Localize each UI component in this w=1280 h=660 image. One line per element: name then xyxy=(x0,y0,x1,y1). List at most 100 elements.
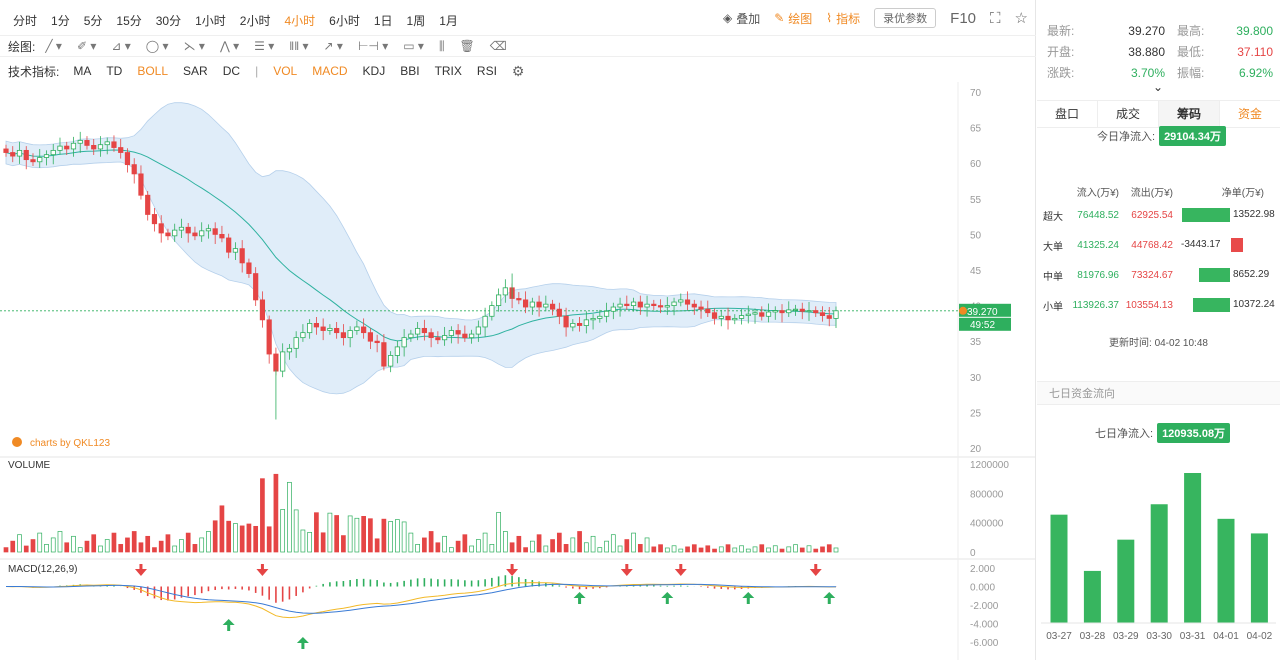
star-icon[interactable]: ☆ xyxy=(1014,10,1028,27)
indicator-vol[interactable]: VOL xyxy=(273,64,298,78)
timeframe-9[interactable]: 1日 xyxy=(373,13,393,28)
amplitude-label: 振幅: xyxy=(1177,66,1205,80)
f10-button[interactable]: F10 xyxy=(950,9,977,27)
pen-tool-icon[interactable]: ✐ ▾ xyxy=(76,39,97,53)
line-tool-icon[interactable]: ╱ ▾ xyxy=(45,39,62,53)
volume-bar xyxy=(104,539,110,553)
price-chart[interactable]: 7065605550454035302520120000080000040000… xyxy=(0,82,1036,660)
timeframe-3[interactable]: 15分 xyxy=(116,13,142,28)
row-name: 超大 xyxy=(1043,211,1063,223)
candle-body xyxy=(151,214,158,225)
sell-arrow-icon xyxy=(134,564,147,576)
timeframe-2[interactable]: 5分 xyxy=(83,13,103,28)
indicator-rsi[interactable]: RSI xyxy=(476,64,497,78)
tab-funds[interactable]: 资金 xyxy=(1237,107,1262,121)
indicator-settings-icon[interactable]: ⚙ xyxy=(511,62,525,79)
eraser-icon[interactable]: ⌫ xyxy=(489,39,507,53)
fib-tool-icon[interactable]: ☰ ▾ xyxy=(254,39,275,53)
indicator-td[interactable]: TD xyxy=(106,64,123,78)
volume-bar xyxy=(422,537,427,553)
timeframe-6[interactable]: 2小时 xyxy=(239,13,271,28)
volume-bar xyxy=(759,544,765,553)
candle-body xyxy=(293,337,299,349)
candle-body xyxy=(37,157,43,163)
measure-tool-icon[interactable]: ⊢⊣ ▾ xyxy=(357,39,389,53)
volume-bar xyxy=(428,531,434,553)
tab-chips[interactable]: 筹码 xyxy=(1159,101,1220,127)
chevron-down-icon[interactable]: ⌄ xyxy=(1153,80,1164,94)
volume-bar xyxy=(280,509,286,553)
volume-bar xyxy=(273,473,279,553)
volume-bar xyxy=(354,517,360,553)
candle-body xyxy=(172,229,178,237)
toolbar-right: ◈ 叠加 ✎ 绘图 ⌇ 指标 录优参数 F10 ⛶ ☆ xyxy=(723,8,1028,28)
candle-body xyxy=(448,330,454,336)
timeframe-1[interactable]: 1分 xyxy=(51,13,70,28)
volume-bar xyxy=(125,537,130,553)
volume-bar xyxy=(64,542,70,553)
drawing-label: 绘图: xyxy=(8,39,36,54)
text-tool-icon[interactable]: ▭ ▾ xyxy=(403,39,424,53)
low-value: 37.110 xyxy=(1237,44,1273,59)
candle-body xyxy=(799,308,805,312)
ray-tool-icon[interactable]: ⊿ ▾ xyxy=(111,39,131,53)
indicator-kdj[interactable]: KDJ xyxy=(362,64,386,78)
pattern-tool-icon[interactable]: ⋀ ▾ xyxy=(219,39,240,53)
indicator-trix[interactable]: TRIX xyxy=(434,64,462,78)
candle-body xyxy=(16,149,23,157)
price-tick: 30 xyxy=(970,373,982,384)
volume-bar xyxy=(799,547,805,553)
timeframe-0[interactable]: 分时 xyxy=(13,13,38,28)
layers-icon: ◈ xyxy=(722,11,733,25)
indicator-macd[interactable]: MACD xyxy=(312,64,348,78)
indicator-bbi[interactable]: BBI xyxy=(400,64,420,78)
timeframe-8[interactable]: 6小时 xyxy=(329,13,360,28)
timeframe-4[interactable]: 30分 xyxy=(155,13,182,28)
fork-tool-icon[interactable]: ⋋ ▾ xyxy=(183,39,205,53)
candle-body xyxy=(64,145,70,150)
fullscreen-icon[interactable]: ⛶ xyxy=(990,9,1001,27)
candle-body xyxy=(536,301,542,308)
indicator-toolbar: 技术指标: MA TD BOLL SAR DC | VOL MACD KDJ BBI TRIX R… xyxy=(0,60,1036,82)
indicator-row-label: 技术指标: xyxy=(8,64,60,79)
timeframe-10[interactable]: 1周 xyxy=(406,13,426,28)
row-inflow: 81976.96 xyxy=(1077,269,1119,281)
timeframe-7[interactable]: 4小时 xyxy=(284,13,316,28)
draw-button[interactable]: ✎ 绘图 xyxy=(774,10,812,27)
candle-body xyxy=(192,232,198,237)
settings-button[interactable]: 录优参数 xyxy=(874,8,937,28)
indicator-ma[interactable]: MA xyxy=(73,64,92,78)
candle-body xyxy=(266,319,272,355)
volume-bar xyxy=(469,545,474,553)
volume-bar xyxy=(71,535,76,553)
macd-dea-line xyxy=(6,583,837,614)
bars-tool-icon[interactable]: ⫼ xyxy=(438,38,445,53)
moneyflow-row: 超大 76448.52 62925.54 13522.98 xyxy=(1037,200,1280,230)
volume-bar xyxy=(820,546,825,553)
indicator-button[interactable]: ⌇ 指标 xyxy=(826,10,860,27)
indicator-sar[interactable]: SAR xyxy=(183,64,208,78)
overlay-button[interactable]: ◈ 叠加 xyxy=(723,10,760,27)
volume-tick: 800000 xyxy=(970,489,1004,500)
timeframe-11[interactable]: 1月 xyxy=(439,13,458,28)
indicator-dc[interactable]: DC xyxy=(222,64,241,78)
candle-body xyxy=(597,315,603,319)
circle-tool-icon[interactable]: ◯ ▾ xyxy=(145,39,169,53)
buy-arrow-icon xyxy=(573,592,586,604)
volume-bar xyxy=(314,512,319,553)
tab-trades[interactable]: 成交 xyxy=(1098,101,1159,127)
volume-bar xyxy=(806,545,812,553)
candle-body xyxy=(43,154,50,158)
candle-body xyxy=(833,310,839,319)
tab-orderbook[interactable]: 盘口 xyxy=(1037,101,1098,127)
arrow-tool-icon[interactable]: ↗ ▾ xyxy=(323,39,343,53)
candle-body xyxy=(671,301,677,306)
indicator-boll[interactable]: BOLL xyxy=(137,64,169,78)
volume-bar xyxy=(786,546,792,553)
info-tabs: 盘口 成交 筹码 资金 xyxy=(1037,100,1280,128)
row-outflow: 103554.13 xyxy=(1125,299,1173,311)
timeframe-5[interactable]: 1小时 xyxy=(195,13,226,28)
trash-icon[interactable]: 🗑 xyxy=(459,39,475,53)
candle-body xyxy=(819,312,826,316)
channel-tool-icon[interactable]: ‖‖ ▾ xyxy=(289,39,309,53)
